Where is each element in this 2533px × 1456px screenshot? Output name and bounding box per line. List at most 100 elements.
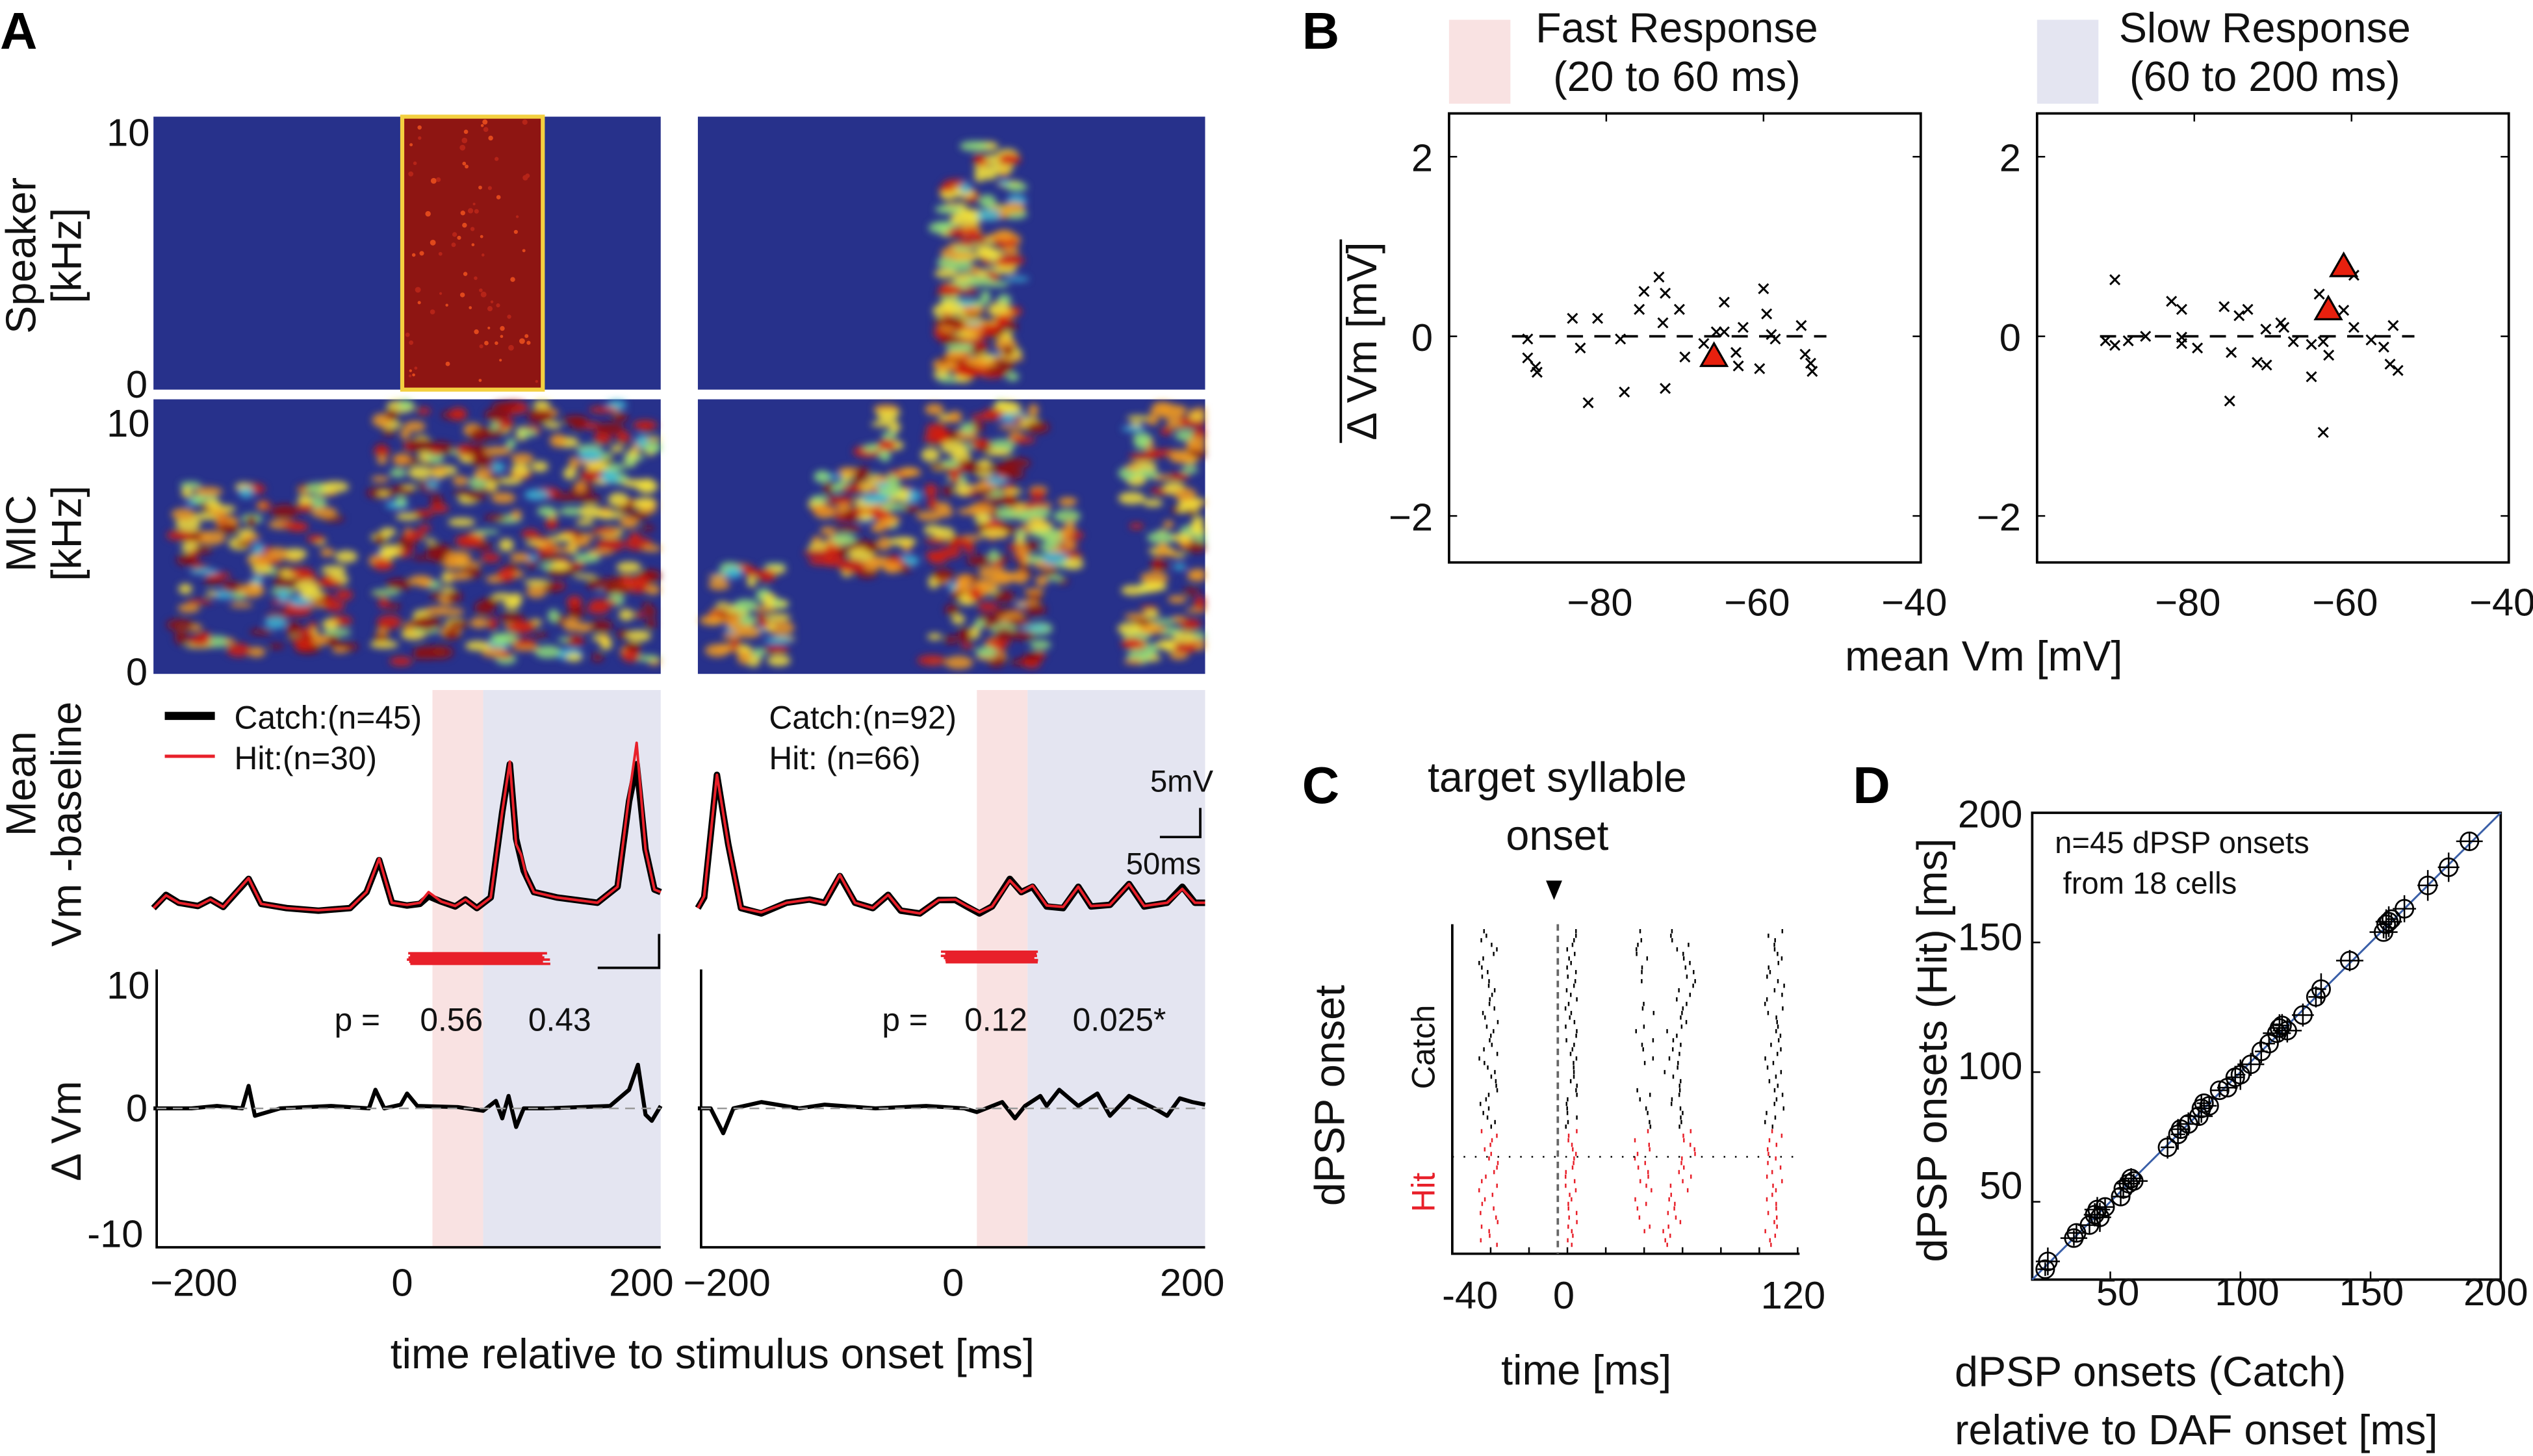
noise-speck (524, 334, 529, 338)
spectrogram-blob (587, 465, 608, 470)
spectrogram-blob (1015, 600, 1040, 606)
panel-a-xlabel: time relative to stimulus onset [ms] (391, 1330, 1035, 1377)
spectrogram-blob (826, 496, 855, 504)
spectrogram-blob (1157, 542, 1168, 555)
x-tick-left-200: 200 (609, 1260, 674, 1304)
spectrogram-blob (452, 476, 469, 486)
spectrogram-blob (934, 205, 963, 214)
spectrogram-blob (877, 536, 892, 551)
spectrogram-blob (991, 561, 1005, 567)
scatter-point-slow (2192, 342, 2204, 354)
mic-freq-tick-10: 10 (107, 402, 149, 445)
spectrogram-blob (1064, 539, 1075, 551)
panel-b: Fast Response (20 to 60 ms) Slow Respons… (1338, 4, 2533, 680)
spectrogram-blob (952, 366, 972, 374)
scatter-point-fast (1769, 333, 1781, 345)
spectrogram-blob (977, 580, 990, 592)
spectrogram-blob (1036, 528, 1063, 541)
panel-label-d: D (1853, 756, 1890, 814)
noise-speck (480, 291, 487, 298)
spectrogram-blob (1001, 247, 1020, 255)
spectrogram-blob (973, 488, 994, 496)
noise-speck (522, 175, 528, 181)
spectrogram-blob (973, 153, 986, 166)
spectrogram-blob (536, 546, 559, 554)
onset-point (2189, 1106, 2209, 1127)
scatter-point-slow (2100, 335, 2111, 347)
scatter-point-fast (1653, 271, 1665, 283)
spectrogram-blob (556, 547, 574, 553)
onset-point (2079, 1215, 2100, 1235)
spectrogram-blob (994, 628, 1016, 641)
noise-speck (522, 249, 526, 253)
spectrogram-blob (389, 656, 413, 666)
spectrogram-blob (927, 497, 938, 510)
spectrogram-blob (328, 634, 339, 647)
p-label-right: p = (882, 1002, 927, 1038)
spectrogram-blob (567, 595, 582, 608)
spectrogram-blob (616, 561, 642, 573)
spectrogram-blob (418, 524, 431, 532)
onset-point (2038, 1251, 2058, 1271)
spectrogram-blob (985, 519, 1005, 530)
delta-vm-trace-left (153, 1062, 663, 1129)
scatter-point-fast (1660, 287, 1671, 299)
spectrogram-blob (921, 447, 940, 462)
spectrogram-blob (377, 615, 402, 630)
spectrogram-blob (217, 522, 239, 533)
error-cross (2385, 913, 2397, 925)
noise-speck (535, 379, 538, 383)
spectrogram-blob (632, 420, 658, 430)
spectrogram-blob (881, 431, 897, 440)
noise-speck (445, 303, 448, 307)
noise-speck (522, 119, 528, 125)
spectrogram-blob (969, 626, 981, 639)
spectrogram-blob (967, 274, 993, 287)
freq-tick-0: 0 (126, 363, 148, 406)
spectrogram-blob (1145, 448, 1163, 459)
scatter-point-fast (1679, 351, 1691, 363)
spectrogram-blob (320, 548, 335, 557)
spectrogram-blob (1133, 432, 1152, 444)
spectrogram-blob (1117, 622, 1140, 635)
spectrogram-blob (723, 615, 743, 625)
spectrogram-blob (278, 589, 289, 604)
spectrogram-blob (736, 626, 762, 638)
noise-speck (478, 379, 482, 382)
spectrogram-blob (177, 604, 200, 613)
panel-label-a: A (0, 2, 37, 60)
noise-speck (459, 144, 466, 151)
onset-point (2376, 914, 2397, 934)
spectrogram-blob (641, 602, 652, 608)
spectrogram-blob (549, 433, 567, 448)
spectrogram-blob (610, 444, 624, 452)
spectrogram-blob (619, 609, 634, 621)
spectrogram-blob (858, 512, 873, 521)
panel-c: target syllable onset dPSP onset Catch H… (1305, 754, 1825, 1394)
delta-vm-axes-left (155, 969, 661, 1249)
spectrogram-blob (503, 596, 521, 610)
spectrogram-blob (949, 537, 973, 547)
spectrogram-blob (999, 179, 1010, 185)
spectrogram-blob (994, 229, 1015, 242)
panel-d-plot (2031, 811, 2502, 1281)
spectrogram-blob (1020, 624, 1049, 631)
y-tick-label-slow: 0 (1999, 316, 2021, 359)
spectrogram-blob (1170, 455, 1199, 464)
noise-speck (459, 292, 465, 298)
spectrogram-blob (484, 408, 511, 421)
onset-point (2382, 909, 2402, 929)
spectrogram-blob (569, 456, 579, 471)
spectrogram-blob (535, 632, 547, 638)
spectrogram-blob (934, 268, 957, 278)
panel-d-xlabel-2: relative to DAF onset [ms] (1955, 1406, 2437, 1453)
spectrogram-blob (1002, 489, 1023, 495)
scatter-point-slow (2166, 296, 2178, 307)
d-x-tick-200: 200 (2463, 1270, 2528, 1314)
hit-group-label: Hit (1406, 1173, 1442, 1212)
spectrogram-blob (613, 412, 628, 422)
spectrogram-blob (980, 444, 992, 452)
spectrogram-blob (550, 561, 572, 570)
panel-d-xlabel-1: dPSP onsets (Catch) (1955, 1348, 2346, 1396)
noise-speck (411, 253, 416, 257)
